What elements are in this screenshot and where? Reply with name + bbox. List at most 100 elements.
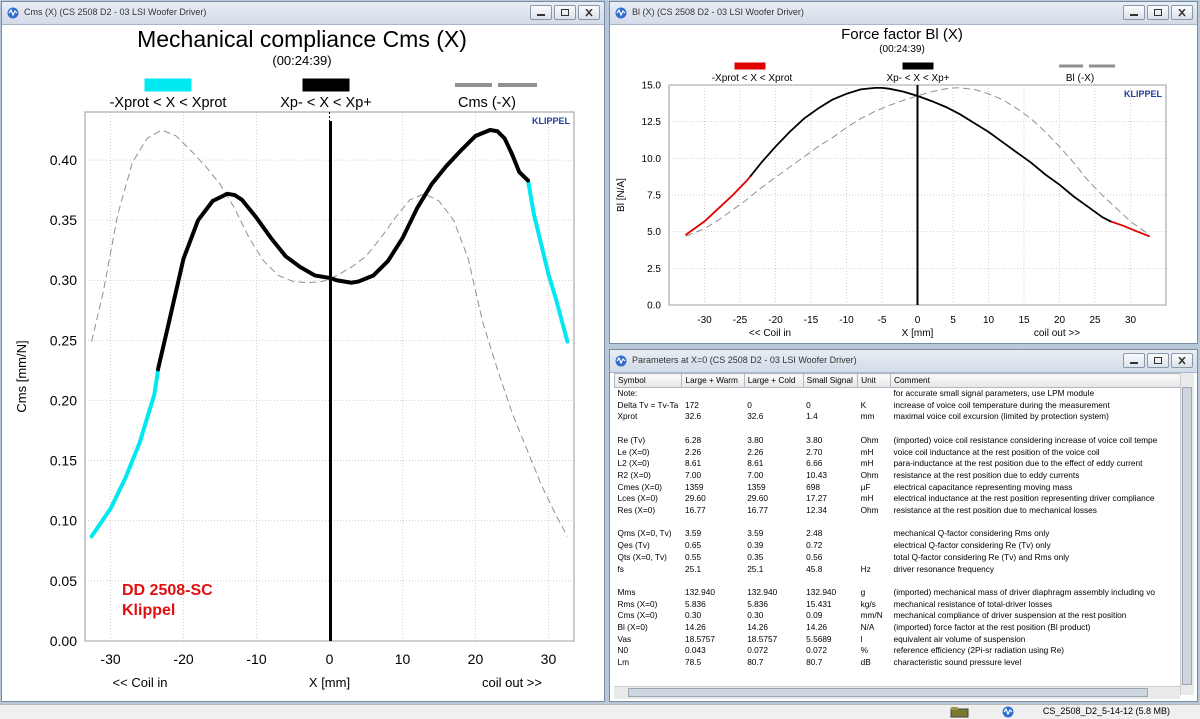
scrollbar-thumb[interactable] [628,688,1148,697]
table-row[interactable]: N0 0.043 0.072 0.072% reference efficiency (… [615,645,1187,657]
table-row[interactable] [615,575,1187,587]
chart-title: Force factor Bl (X) [841,26,963,43]
table-cell: Lces (X=0) [617,493,658,504]
table-cell: para-inductance at the rest position due… [893,458,1143,469]
table-row[interactable]: Qes (Tv) 0.65 0.39 0.72 electrical Q-factor … [615,540,1187,552]
table-cell: fs [617,563,624,574]
x-axis-label: X [mm] [902,328,934,339]
maximize-button[interactable] [1147,353,1169,368]
table-cell: electrical inductance at the rest positi… [893,493,1155,504]
table-cell: 132.940 [747,586,778,597]
y-tick-label: 12.5 [642,117,662,128]
table-row[interactable]: Cmes (X=0) 1359 1359 698 µF electrical capaci… [615,482,1187,494]
table-row[interactable]: fs 25.1 25.1 45.8 Hz driver resonance frequen… [615,564,1187,576]
table-cell [803,517,857,529]
series-protect-line [1109,220,1150,238]
params-titlebar[interactable]: Parameters at X=0 (CS 2508 D2 - 03 LSI W… [610,350,1197,373]
x-tick-label: 5 [950,315,956,326]
table-cell: mH [860,446,874,457]
annotation-brand: Klippel [122,602,175,619]
table-cell [744,517,803,529]
column-header[interactable]: Small Signal [802,373,859,388]
table-cell: l [860,633,863,644]
series-protect-line [526,178,570,344]
table-cell: 0.39 [747,540,764,551]
maximize-button[interactable] [1147,5,1169,20]
table-cell [682,388,744,400]
maximize-button[interactable] [554,5,576,20]
x-tick-label: 20 [1054,315,1066,326]
table-row[interactable] [615,517,1187,529]
table-cell: N/A [860,622,875,633]
table-cell: 172 [684,399,699,410]
table-cell [858,528,891,540]
horizontal-scrollbar[interactable] [614,686,1180,699]
table-cell: Mms [617,586,636,597]
table-cell [744,423,803,435]
table-row[interactable]: Lces (X=0) 29.60 29.60 17.27 mH electrical in… [615,493,1187,505]
minimize-button[interactable] [1123,353,1145,368]
table-row[interactable]: Note: for accurate small signal parameter… [615,388,1187,400]
vertical-scrollbar[interactable] [1180,373,1194,695]
status-bar: CS_2508_D2_5-14-12 (5.8 MB) [0,704,1200,719]
table-cell: kg/s [860,598,876,609]
minimize-button[interactable] [1123,5,1145,20]
column-header[interactable]: Large + Cold [743,373,804,388]
folder-icon[interactable] [950,706,970,718]
table-cell: R2 (X=0) [617,469,651,480]
cms-chart: Mechanical compliance Cms (X)(00:24:39) -… [14,26,575,690]
table-row[interactable]: Re (Tv) 6.28 3.80 3.80 Ohm (imported) voice c… [615,435,1187,447]
table-cell: Cms (X=0) [617,610,658,621]
column-header[interactable]: Unit [857,373,891,388]
cms-titlebar[interactable]: Cms (X) (CS 2508 D2 - 03 LSI Woofer Driv… [2,2,604,25]
table-cell [858,517,891,529]
table-cell: % [860,645,868,656]
table-row[interactable]: Rms (X=0) 5.836 5.836 15.431 kg/s mechanical … [615,599,1187,611]
x-tick-label: 10 [983,315,995,326]
coil-out-label: coil out >> [482,675,542,690]
table-row[interactable]: Qms (X=0, Tv) 3.59 3.59 2.48 mechanical Q-fa… [615,528,1187,540]
y-axis-label: Cms [mm/N] [14,340,29,412]
legend-label: -Xprot < X < Xprot [712,73,793,84]
x-tick-label: 10 [395,651,411,667]
column-header[interactable]: Comment [890,373,1187,388]
y-tick-label: 0.30 [50,272,77,288]
table-row[interactable]: Lm 78.5 80.7 80.7 dB characteristic sound pre… [615,657,1187,669]
table-cell: Hz [860,563,871,574]
table-row[interactable]: Res (X=0) 16.77 16.77 12.34 Ohm resistance at… [615,505,1187,517]
column-header[interactable]: Symbol [614,373,683,388]
table-row[interactable]: Vas 18.5757 18.5757 5.5689 l equivalent air v… [615,634,1187,646]
column-header[interactable]: Large + Warm [681,373,745,388]
close-button[interactable] [578,5,600,20]
table-row[interactable]: L2 (X=0) 8.61 8.61 6.66 mH para-inductance at… [615,458,1187,470]
bl-titlebar[interactable]: Bl (X) (CS 2508 D2 - 03 LSI Woofer Drive… [610,2,1197,25]
table-cell: for accurate small signal parameters, us… [893,388,1095,398]
status-file: CS_2508_D2_5-14-12 (5.8 MB) [1042,706,1170,716]
app-icon [615,355,627,367]
close-button[interactable] [1171,5,1193,20]
series-protect-line [685,174,752,236]
y-tick-label: 0.35 [50,212,77,228]
table-row[interactable]: Cms (X=0) 0.30 0.30 0.09 mm/N mechanical comp… [615,610,1187,622]
close-button[interactable] [1171,353,1193,368]
table-row[interactable] [615,423,1187,435]
y-tick-label: 0.20 [50,392,77,408]
table-row[interactable]: Bl (X=0) 14.26 14.26 14.26 N/A (imported) for… [615,622,1187,634]
scrollbar-thumb[interactable] [1182,387,1192,685]
table-row[interactable]: R2 (X=0) 7.00 7.00 10.43 Ohm resistance at th… [615,470,1187,482]
table-cell [744,575,803,587]
table-row[interactable]: Mms 132.940 132.940 132.940 g (imported) mech… [615,587,1187,599]
x-tick-label: 25 [1089,315,1101,326]
table-cell [803,575,857,587]
minimize-button[interactable] [530,5,552,20]
table-row[interactable]: Le (X=0) 2.26 2.26 2.70 mH voice coil inducta… [615,447,1187,459]
table-cell: 29.60 [747,493,768,504]
table-cell: 15.431 [806,598,832,609]
table-row[interactable]: Xprot 32.6 32.6 1.4 mm maximal voice coil exc… [615,411,1187,423]
table-cell: 14.26 [806,622,827,633]
table-cell: 14.26 [747,622,768,633]
table-row[interactable]: Qts (X=0, Tv) 0.55 0.35 0.56 total Q-factor … [615,552,1187,564]
table-cell: 5.836 [684,598,706,609]
table-cell: 32.6 [684,411,702,422]
